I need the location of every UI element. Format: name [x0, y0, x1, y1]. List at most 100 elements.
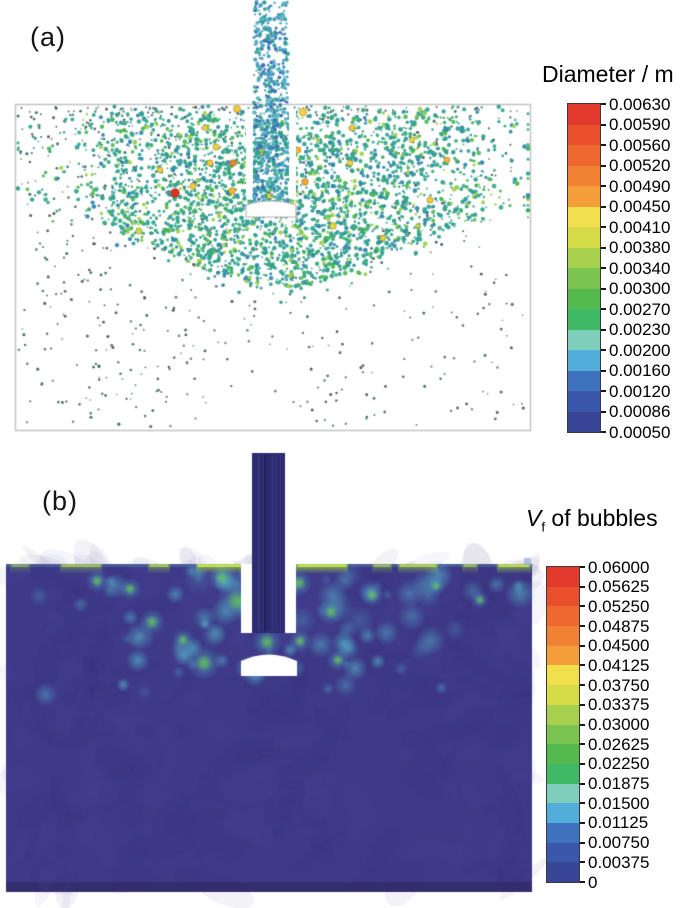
tick-label: 0.00050: [609, 422, 671, 442]
colorbar-band: [568, 329, 600, 350]
tick-mark: [601, 369, 606, 372]
tick-label: 0.00120: [609, 381, 671, 401]
tick-label: 0.00230: [609, 320, 671, 339]
tick-label: 0: [588, 872, 598, 892]
tick-label: 0.00450: [609, 197, 671, 216]
tick-label: 0.02625: [588, 734, 650, 754]
tick-mark: [580, 762, 585, 765]
colorbar-band: [547, 862, 579, 882]
colorbar-band: [547, 626, 579, 646]
tick-label: 0.00520: [609, 156, 671, 175]
tick-mark: [580, 684, 585, 687]
tick-label: 0.06000: [588, 557, 650, 577]
panel-a-legend-title: Diameter / m: [542, 61, 674, 87]
tick-mark: [601, 328, 606, 331]
tick-mark: [601, 308, 606, 310]
tick-label: 0.00410: [609, 217, 671, 237]
colorbar-band: [547, 763, 579, 784]
tick-label: 0.03000: [588, 715, 650, 734]
colorbar-band: [547, 567, 579, 587]
colorbar-band: [568, 288, 600, 309]
tick-mark: [580, 664, 585, 667]
tick-label: 0.05625: [588, 577, 650, 597]
tick-label: 0.00490: [609, 176, 671, 196]
tick-mark: [580, 723, 585, 726]
colorbar-band: [568, 247, 600, 268]
tick-mark: [601, 390, 606, 392]
colorbar-band: [547, 704, 579, 725]
tick-mark: [601, 226, 606, 228]
tick-label: 0.00270: [609, 299, 671, 319]
tick-mark: [580, 644, 585, 647]
tick-label: 0.00750: [588, 833, 650, 853]
colorbar-band: [547, 606, 579, 627]
tick-label: 0.00160: [609, 361, 671, 380]
colorbar-band: [568, 309, 600, 330]
tick-mark: [580, 703, 585, 706]
tick-label: 0.00590: [609, 115, 671, 134]
tick-label: 0.02250: [588, 754, 650, 774]
tick-mark: [601, 246, 606, 249]
colorbar-band: [547, 822, 579, 843]
vf-subscript: f: [541, 519, 546, 535]
colorbar-band: [547, 665, 579, 686]
tick-mark: [580, 625, 585, 628]
tick-mark: [601, 205, 606, 208]
tick-label: 0.01500: [588, 793, 650, 813]
tick-mark: [580, 881, 585, 883]
tick-mark: [580, 605, 585, 608]
colorbar-band: [568, 227, 600, 248]
colorbar-band: [568, 268, 600, 289]
tick-label: 0.00200: [609, 340, 671, 360]
tick-label: 0.00560: [609, 135, 671, 155]
tick-mark: [580, 821, 585, 824]
tick-label: 0.01125: [588, 813, 649, 833]
tick-mark: [580, 841, 585, 844]
colorbar-band: [568, 124, 600, 145]
tick-label: 0.00380: [609, 238, 671, 257]
colorbar-band: [568, 411, 600, 432]
tick-mark: [580, 802, 585, 805]
tick-mark: [601, 164, 606, 167]
colorbar-band: [547, 803, 579, 823]
colorbar-band: [547, 586, 579, 607]
tick-label: 0.03750: [588, 675, 650, 695]
colorbar-band: [568, 370, 600, 391]
tick-mark: [601, 431, 606, 433]
tick-mark: [601, 267, 606, 269]
tick-label: 0.05250: [588, 596, 650, 616]
panel-a-colorbar: [567, 103, 601, 433]
colorbar-band: [547, 685, 579, 705]
tick-label: 0.00630: [609, 94, 671, 114]
tick-label: 0.00340: [609, 258, 671, 278]
tick-label: 0.00375: [588, 852, 650, 872]
panel-a-label: (a): [30, 22, 66, 52]
vf-symbol: V: [526, 505, 542, 531]
colorbar-band: [547, 842, 579, 863]
colorbar-band: [547, 724, 579, 745]
colorbar-band: [568, 104, 600, 125]
tick-mark: [580, 782, 585, 785]
colorbar-band: [547, 645, 579, 666]
colorbar-band: [568, 350, 600, 371]
tick-label: 0.00086: [609, 402, 671, 421]
tick-mark: [601, 185, 606, 187]
tick-mark: [601, 410, 606, 413]
tick-mark: [601, 103, 606, 105]
panel-b-colorbar: [546, 566, 580, 883]
tick-mark: [601, 123, 606, 126]
tick-mark: [601, 349, 606, 351]
tick-label: 0.03375: [588, 695, 650, 715]
tick-label: 0.01875: [588, 774, 650, 794]
tick-mark: [580, 743, 585, 746]
tick-label: 0.04125: [588, 655, 650, 675]
vf-rest: of bubbles: [545, 505, 658, 531]
colorbar-band: [547, 783, 579, 804]
tick-label: 0.00300: [609, 279, 671, 298]
colorbar-band: [568, 391, 600, 412]
colorbar-band: [568, 186, 600, 207]
tick-mark: [580, 566, 585, 568]
panel-b-label: (b): [42, 486, 78, 516]
tick-label: 0.04875: [588, 616, 650, 636]
